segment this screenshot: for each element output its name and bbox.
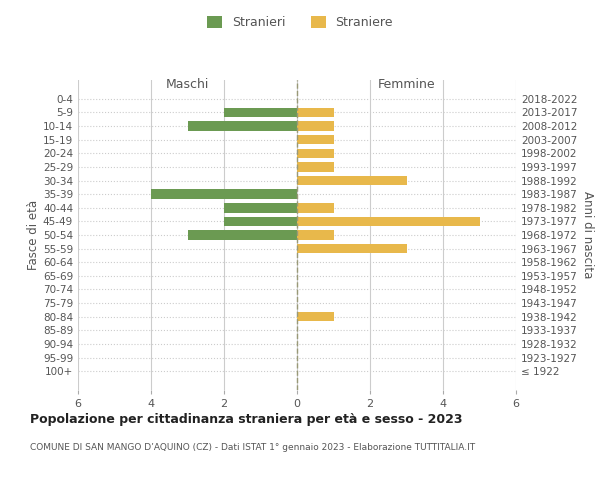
Bar (151, 190, 297, 199)
Bar (188, 230, 297, 240)
Legend: Stranieri, Straniere: Stranieri, Straniere (202, 11, 398, 34)
Text: Femmine: Femmine (377, 78, 436, 90)
Bar (297, 135, 334, 144)
Text: COMUNE DI SAN MANGO D’AQUINO (CZ) - Dati ISTAT 1° gennaio 2023 - Elaborazione TU: COMUNE DI SAN MANGO D’AQUINO (CZ) - Dati… (30, 442, 475, 452)
Bar (297, 176, 407, 186)
Bar (297, 230, 334, 240)
Y-axis label: Anni di nascita: Anni di nascita (581, 192, 594, 278)
Bar (297, 312, 334, 322)
Bar (224, 108, 297, 117)
Bar (297, 108, 334, 117)
Text: Popolazione per cittadinanza straniera per età e sesso - 2023: Popolazione per cittadinanza straniera p… (30, 412, 463, 426)
Bar (224, 216, 297, 226)
Bar (297, 162, 334, 172)
Bar (297, 122, 334, 131)
Bar (297, 148, 334, 158)
Y-axis label: Fasce di età: Fasce di età (27, 200, 40, 270)
Bar (224, 203, 297, 212)
Bar (297, 216, 479, 226)
Bar (188, 122, 297, 131)
Bar (297, 203, 334, 212)
Text: Maschi: Maschi (166, 78, 209, 90)
Bar (297, 244, 407, 254)
